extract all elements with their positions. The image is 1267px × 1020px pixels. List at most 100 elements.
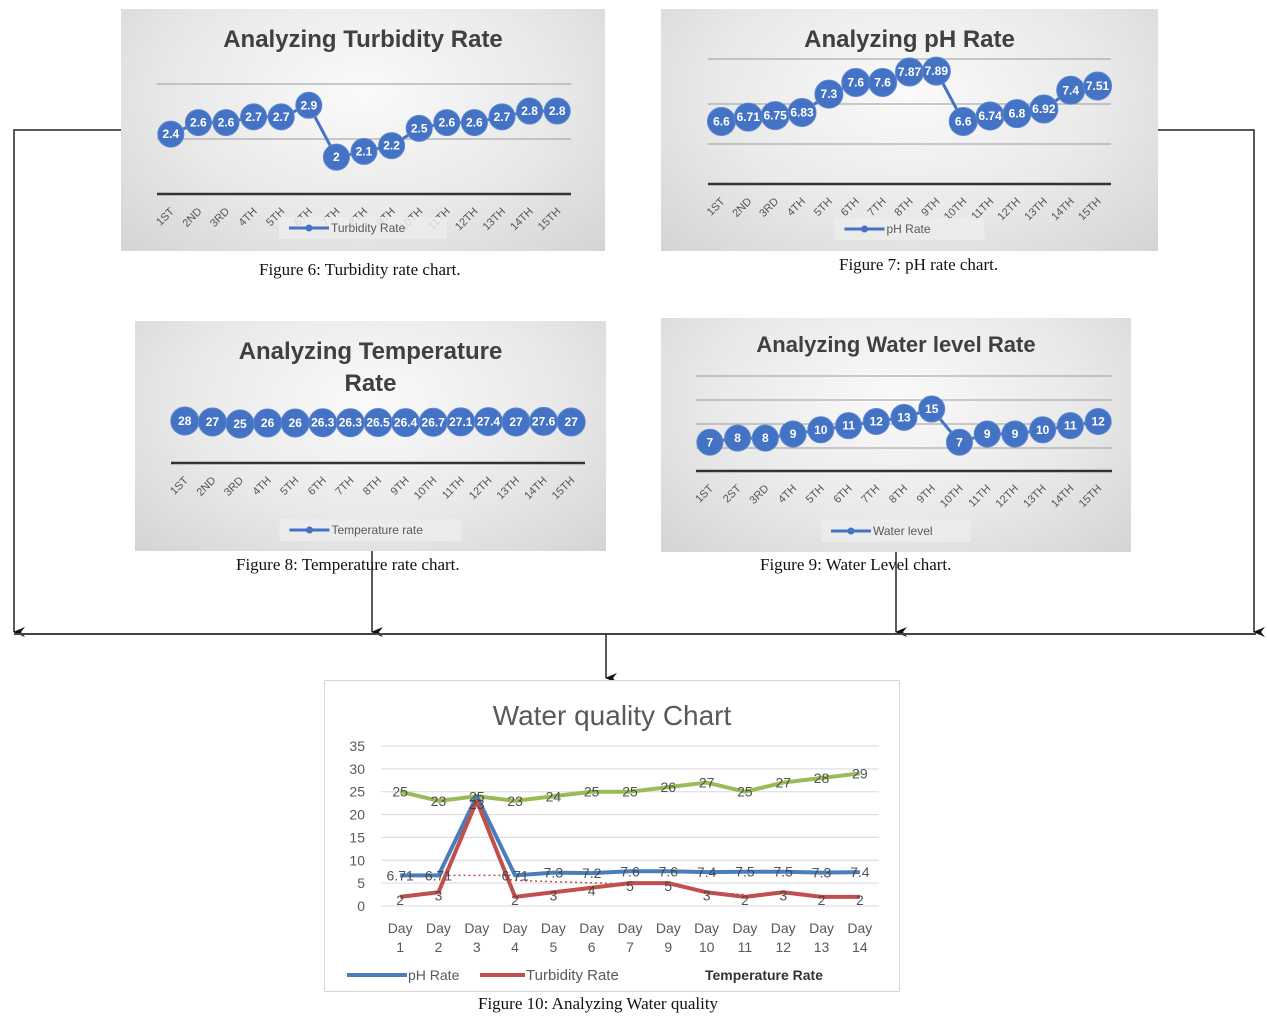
data-label: 7.4	[850, 864, 870, 880]
legend-label: pH Rate	[408, 967, 460, 983]
data-label: 26	[661, 779, 677, 795]
chart-title: Analyzing Water level Rate	[756, 332, 1035, 357]
water-level-chart-panel: Analyzing Water level Rate 7 8 8 9 10 11 12 13 15…	[661, 318, 1131, 552]
data-label: 15	[925, 402, 939, 416]
data-label: 2.6	[218, 116, 235, 130]
y-tick-label: 10	[349, 852, 365, 868]
data-label: 27	[699, 775, 715, 791]
x-tick-label: 12	[775, 939, 791, 955]
data-point	[212, 109, 240, 137]
data-label: 28	[814, 770, 830, 786]
legend-marker-swatch	[847, 527, 855, 535]
data-label: 25	[469, 788, 485, 804]
legend-label: Turbidity Rate	[526, 967, 619, 984]
data-label: 9	[984, 427, 991, 441]
x-tick-label: Day	[388, 920, 413, 936]
data-label: 7.87	[898, 65, 922, 79]
water-level-chart: Analyzing Water level Rate 7 8 8 9 10 11 12 13 15…	[693, 332, 1112, 542]
data-point	[516, 97, 544, 125]
data-label: 2.9	[300, 98, 317, 112]
data-label: 26.4	[394, 416, 418, 430]
chart-title: Analyzing Turbidity Rate	[223, 26, 503, 53]
data-label: 10	[814, 423, 828, 437]
figure-10-caption: Figure 10: Analyzing Water quality	[478, 994, 719, 1013]
data-point	[488, 103, 516, 131]
data-point	[890, 403, 918, 431]
data-point	[157, 120, 185, 148]
data-point	[433, 109, 461, 137]
data-label: 2	[741, 892, 749, 908]
data-point	[350, 137, 378, 165]
x-tick-label: 7	[626, 939, 634, 955]
data-point	[543, 97, 571, 125]
x-tick-label: 11	[738, 939, 753, 955]
data-label: 12	[870, 415, 884, 429]
data-label: 7.6	[874, 75, 891, 89]
data-label: 6.83	[790, 105, 814, 119]
data-label: 7.89	[925, 64, 949, 78]
data-label: 7.51	[1086, 79, 1110, 93]
legend-label: Turbidity Rate	[331, 221, 406, 235]
data-point	[973, 420, 1001, 448]
x-tick-label: 5	[549, 939, 557, 955]
data-label: 2.7	[273, 110, 290, 124]
data-label: 5	[664, 878, 672, 894]
x-tick-label: Day	[464, 920, 489, 936]
legend-marker-swatch	[861, 225, 868, 233]
data-label: 27	[775, 775, 791, 791]
x-tick-label: Day	[656, 920, 681, 936]
x-tick-label: Day	[579, 920, 604, 936]
x-tick-label: Day	[847, 920, 872, 936]
data-label: 6.6	[955, 114, 972, 128]
data-label: 2.6	[466, 116, 483, 130]
data-label: 25	[737, 784, 753, 800]
data-label: 3	[703, 887, 711, 903]
data-label: 26	[289, 416, 303, 430]
legend-marker-swatch	[305, 224, 313, 232]
data-label: 6.75	[763, 109, 787, 123]
x-tick-label: 2	[435, 939, 443, 955]
data-point	[862, 408, 890, 435]
water-quality-chart-panel: Water quality Chart 0 5 10 15 20 25 30 35 Day 1 Day…	[324, 680, 900, 992]
x-tick-label: Day	[771, 920, 796, 936]
data-label: 11	[1064, 419, 1077, 433]
data-label: 6.71	[425, 867, 452, 883]
data-label: 7.4	[1062, 83, 1079, 97]
data-label: 27.1	[449, 415, 473, 429]
data-label: 26.3	[339, 416, 363, 430]
legend-box	[821, 520, 971, 542]
data-label: 25	[584, 784, 600, 800]
figure-6-caption: Figure 6: Turbidity rate chart.	[259, 260, 461, 279]
data-label: 11	[842, 419, 855, 433]
data-label: 7	[707, 435, 714, 449]
data-label: 2.6	[438, 116, 455, 130]
data-label: 6.8	[1009, 107, 1026, 121]
data-point	[240, 103, 268, 131]
data-point	[267, 103, 295, 131]
data-label: 7.2	[582, 865, 602, 881]
data-label: 6.92	[1032, 102, 1056, 116]
data-point	[1029, 94, 1059, 124]
data-label: 7.3	[821, 87, 838, 101]
chart-title: Analyzing Temperature	[239, 338, 503, 365]
turbidity-chart: Analyzing Turbidity Rate 2.4 2.6 2.6 2.7 2.7 2…	[154, 26, 571, 239]
data-point	[460, 109, 488, 137]
legend-label: pH Rate	[887, 222, 931, 236]
data-label: 2	[396, 892, 404, 908]
x-tick-label: Day	[503, 920, 528, 936]
x-tick-label: 9	[664, 939, 672, 955]
turbidity-chart-panel: Analyzing Turbidity Rate 2.4 2.6 2.6 2.7 2.7 2…	[121, 9, 605, 251]
y-tick-label: 25	[349, 784, 365, 800]
data-label: 2	[333, 150, 340, 164]
data-point	[814, 79, 844, 109]
x-tick-label: 4	[511, 939, 519, 955]
x-tick-label: Day	[426, 920, 451, 936]
figure-7-caption: Figure 7: pH rate chart.	[839, 255, 999, 274]
data-point	[696, 428, 724, 456]
data-point	[1029, 416, 1057, 444]
legend-box	[834, 218, 985, 240]
x-tick-label: 1	[396, 939, 404, 955]
data-label: 7.3	[544, 865, 564, 881]
data-point	[556, 407, 586, 437]
